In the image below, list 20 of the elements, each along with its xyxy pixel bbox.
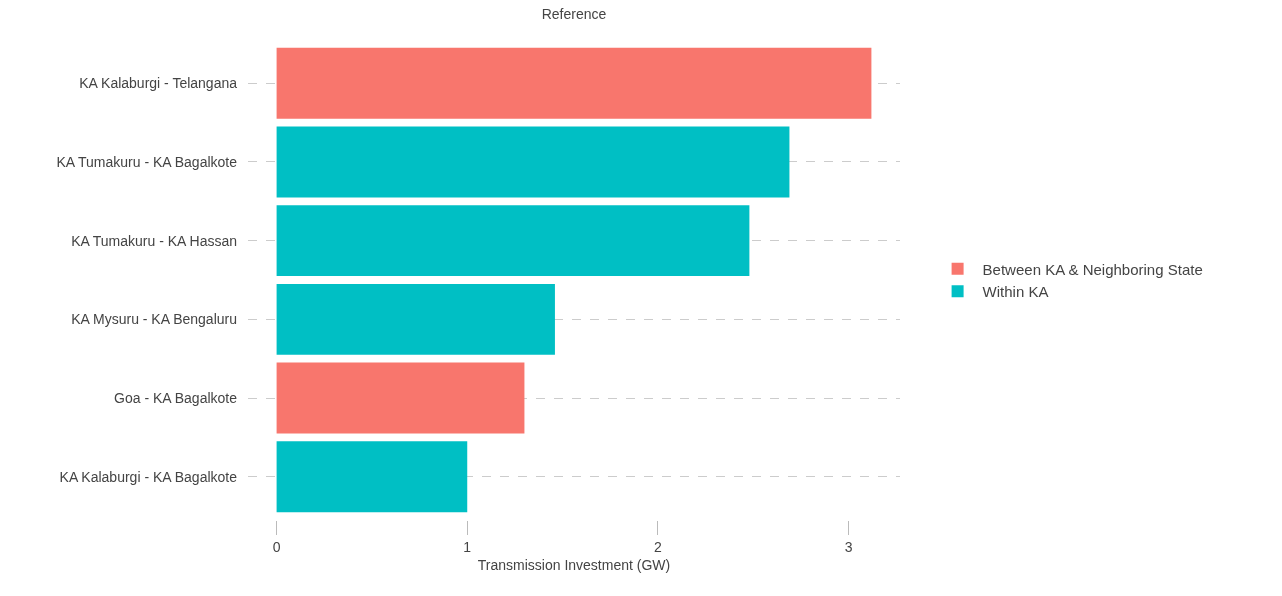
y-tick-label: KA Tumakuru - KA Hassan xyxy=(71,232,237,249)
bar xyxy=(276,205,750,277)
y-tick-label: KA Tumakuru - KA Bagalkote xyxy=(56,153,238,170)
bar xyxy=(276,47,872,119)
bar xyxy=(276,441,468,513)
x-tick-label: 1 xyxy=(463,538,472,555)
chart-title: Reference xyxy=(541,5,607,22)
bar xyxy=(276,362,525,434)
bar xyxy=(276,126,790,198)
x-tick-label: 2 xyxy=(653,538,662,555)
legend-label: Between KA & Neighboring State xyxy=(982,260,1203,278)
x-tick-label: 0 xyxy=(272,538,281,555)
legend-label: Within KA xyxy=(982,283,1049,301)
y-tick-label: KA Kalaburgi - Telangana xyxy=(79,75,238,92)
bar xyxy=(276,283,555,355)
x-axis-title: Transmission Investment (GW) xyxy=(477,557,671,574)
y-tick-label: Goa - KA Bagalkote xyxy=(114,389,238,406)
y-tick-label: KA Kalaburgi - KA Bagalkote xyxy=(59,468,238,485)
y-tick-label: KA Mysuru - KA Bengaluru xyxy=(71,311,237,328)
x-tick-label: 3 xyxy=(844,538,853,555)
